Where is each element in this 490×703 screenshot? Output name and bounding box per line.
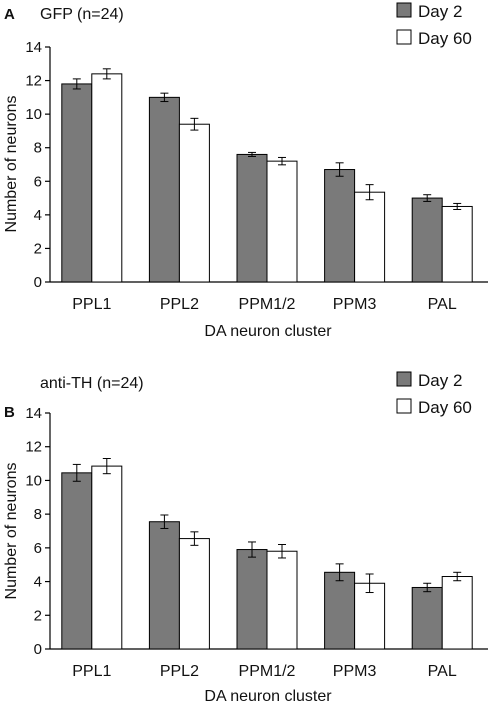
panel-b-bar-day60 [266,550,298,650]
panel-b-bar-day2 [236,549,268,650]
panel-a-bar-day60 [354,191,386,283]
panel-b-plot: 0 2 4 6 8 10 12 14 PPL1 PPL2 PPM1/2 PPM3 PAL [25,405,488,680]
panel-b-legend-day2: Day 2 [396,371,462,390]
panel-b-bar-day60 [354,582,386,650]
panel-b-category-label: PPM3 [333,663,377,680]
panel-b-y-tick-label: 14 [25,405,42,422]
panel-b-legend-day2-label: Day 2 [418,371,462,390]
panel-a-plot: 0 2 4 6 8 10 12 14 PPL1 PPL2 PPM1/2 PPM3 PAL [25,39,488,313]
panel-a-y-tick-label: 4 [34,207,42,224]
panel-a-y-tick-label: 10 [25,106,42,123]
panel-b-bar-day60 [441,576,473,650]
panel-a-bar-day60 [266,160,298,283]
panel-b-bar-day2 [61,472,93,650]
panel-a-bar-day2 [61,83,93,283]
panel-a-legend-day2-label: Day 2 [418,2,462,21]
panel-b-y-tick-label: 6 [34,540,42,557]
panel-b-category-label: PPL2 [160,663,199,680]
panel-b-y-tick-label: 2 [34,607,42,624]
panel-a-title: GFP (n=24) [40,6,124,23]
panel-b-legend-day60-swatch [396,398,412,414]
panel-b-y-tick-label: 10 [25,472,42,489]
panel-b-y-axis-label: Number of neurons [3,463,20,600]
panel-b-category-label: PPM1/2 [239,663,296,680]
panel-a-y-tick-label: 6 [34,173,42,190]
panel-a-legend-day2: Day 2 [396,2,462,21]
panel-a-y-tick-label: 8 [34,140,42,157]
panel-a-legend-day60: Day 60 [396,29,472,48]
panel-a-x-axis-label: DA neuron cluster [204,323,332,340]
panel-a-legend-day2-swatch [396,2,412,18]
panel-b-letter: B [4,404,15,421]
panel-b-category-label: PPL1 [72,663,111,680]
panel-a-category-label: PPM3 [333,296,377,313]
panel-a-category-label: PPM1/2 [239,296,296,313]
panel-b-bar-day2 [148,521,180,650]
panel-a-legend-day60-swatch [396,29,412,45]
panel-b-title: anti-TH (n=24) [40,375,144,392]
panel-a-bar-day2 [411,197,443,283]
panel-a-bar-day2 [148,96,180,283]
panel-a-bar-day60 [91,73,123,283]
panel-a-y-tick-label: 12 [25,73,42,90]
panel-a-y-tick-label: 14 [25,39,42,56]
panel-b-bar-day60 [91,465,123,650]
panel-a: A GFP (n=24) Number of neurons DA neuron… [3,2,488,340]
panel-a-legend-day60-label: Day 60 [418,29,472,48]
panel-a-y-axis-label: Number of neurons [3,96,20,233]
panel-a-category-label: PPL2 [160,296,199,313]
panel-b-y-tick-label: 4 [34,574,42,591]
panel-b: B anti-TH (n=24) Number of neurons DA ne… [3,371,488,703]
panel-b-x-axis-label: DA neuron cluster [204,688,332,703]
panel-b-y-tick-label: 12 [25,439,42,456]
panel-b-bar-day60 [178,538,210,650]
panel-a-letter: A [4,6,15,23]
panel-a-bar-day60 [178,123,210,283]
panel-b-y-tick-label: 8 [34,506,42,523]
panel-b-legend-day2-swatch [396,371,412,387]
panel-a-category-label: PPL1 [72,296,111,313]
panel-b-legend-day60: Day 60 [396,398,472,417]
panel-b-y-tick-label: 0 [34,641,42,658]
panel-a-bar-day60 [441,205,473,283]
panel-a-bar-day2 [324,169,356,283]
panel-a-category-label: PAL [428,296,457,313]
panel-b-legend-day60-label: Day 60 [418,398,472,417]
panel-a-bar-day2 [236,153,268,283]
panel-a-y-tick-label: 2 [34,240,42,257]
panel-b-bar-day2 [324,571,356,650]
panel-b-category-label: PAL [428,663,457,680]
panel-a-y-tick-label: 0 [34,274,42,291]
panel-b-bar-day2 [411,586,443,650]
